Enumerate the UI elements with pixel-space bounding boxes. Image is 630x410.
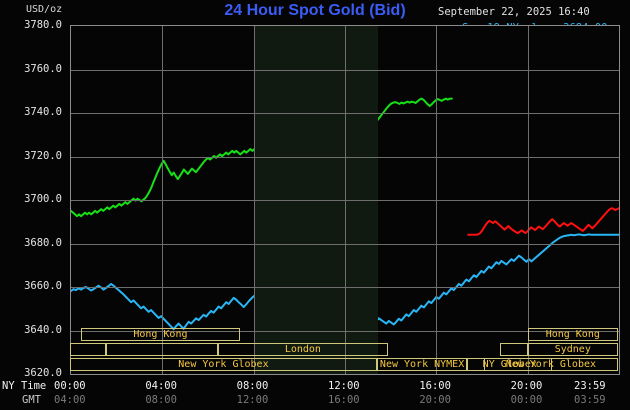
x-axis-tick-label-ny: 12:00 [328, 380, 360, 392]
y-axis-unit-label: USD/oz [26, 4, 63, 15]
session-hong-kong-right: Hong Kong [527, 328, 618, 341]
session-london: London [217, 343, 388, 356]
gridline-vertical [254, 26, 255, 374]
gridline-vertical [528, 26, 529, 374]
y-axis-tick-label: 3620.0 [24, 367, 62, 379]
session-label: Hong Kong [133, 329, 188, 340]
x-axis-tick-label-gmt: 20:00 [419, 394, 451, 406]
x-axis-tick-label-ny: 20:00 [510, 380, 543, 392]
x-axis-tick-label-ny: 00:00 [54, 380, 86, 392]
x-axis-tick-label-gmt: 08:00 [145, 394, 177, 406]
y-axis-tick-label: 3700.0 [24, 193, 62, 205]
y-axis-tick-label: 3780.0 [24, 19, 62, 31]
y-axis-tick-label: 3680.0 [24, 236, 62, 249]
session-ny-globex-left: New York Globex [70, 358, 377, 371]
session-sydney: Sydney [527, 343, 618, 356]
timestamp-label: September 22, 2025 16:40 [438, 6, 590, 18]
session-label: London [284, 344, 321, 355]
y-axis-tick-label: 3760.0 [24, 62, 62, 75]
series-line-sep-21-sunday [467, 207, 619, 236]
session-label: NY Globex [482, 359, 537, 370]
session-label: Sydney [554, 344, 591, 355]
x-axis-tick-label-ny: 16:00 [419, 380, 451, 392]
trading-session-bars: Hong Kong London New York Globex New York N… [70, 328, 620, 374]
gmt-row-label: GMT [22, 394, 41, 406]
session-hong-kong-left: Hong Kong [80, 328, 240, 341]
y-axis-tick-label: 3740.0 [24, 106, 62, 118]
session-ny-nymex: New York NYMEX [376, 358, 468, 371]
session-label: New York Globex [505, 359, 597, 370]
session-ny-globex-right: New York Globex [483, 358, 618, 371]
x-axis-tick-label-ny: 23:59 [574, 380, 606, 392]
session-bar-left-a [70, 343, 106, 356]
x-axis-tick-label-ny: 08:00 [236, 380, 269, 392]
y-axis-tick-label: 3660.0 [24, 280, 62, 292]
x-axis-tick-label-gmt: 00:00 [510, 394, 543, 406]
session-bar-right-a [500, 343, 528, 356]
y-axis-tick-label: 3720.0 [24, 149, 62, 162]
plot-area [70, 25, 620, 375]
session-label: New York NYMEX [379, 359, 465, 370]
ny-time-row-label: NY Time [2, 380, 47, 392]
y-axis-tick-label: 3640.0 [24, 323, 62, 336]
gridline-vertical [345, 26, 346, 374]
gridline-vertical [162, 26, 163, 374]
x-axis-tick-label-ny: 04:00 [145, 380, 177, 392]
gridline-vertical [436, 26, 437, 374]
x-axis-tick-label-gmt: 03:59 [574, 394, 606, 406]
x-axis-tick-label-gmt: 04:00 [54, 394, 86, 406]
session-label: Hong Kong [545, 329, 600, 340]
session-label: New York Globex [178, 359, 269, 370]
x-axis-tick-label-gmt: 12:00 [236, 394, 269, 406]
session-bar-left-b [105, 343, 218, 356]
page-title: 24 Hour Spot Gold (Bid) [224, 2, 406, 19]
x-axis-tick-label-gmt: 16:00 [328, 394, 360, 406]
